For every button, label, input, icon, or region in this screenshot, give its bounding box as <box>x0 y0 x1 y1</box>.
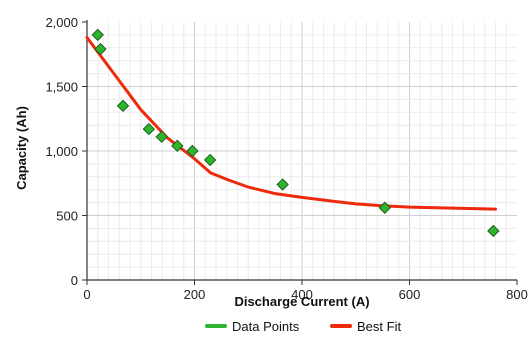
legend-label-data-points: Data Points <box>232 319 300 334</box>
best-fit-line <box>85 36 497 211</box>
legend: Data Points Best Fit <box>205 319 401 334</box>
data-point <box>116 99 130 113</box>
legend-label-best-fit: Best Fit <box>357 319 401 334</box>
grid-layer <box>87 22 517 280</box>
data-point <box>155 130 168 144</box>
data-point <box>276 178 289 191</box>
points-layer <box>91 28 500 238</box>
y-axis-title: Capacity (Ah) <box>14 106 29 190</box>
y-tick-label: 1,500 <box>45 80 78 95</box>
data-point <box>91 28 104 42</box>
y-tick-label: 2,000 <box>45 15 78 30</box>
x-axis-title: Discharge Current (A) <box>234 294 369 309</box>
data-point <box>94 42 107 56</box>
data-point <box>142 122 156 136</box>
x-tick-label: 600 <box>399 287 421 302</box>
y-tick-label: 500 <box>56 209 78 224</box>
line-layer <box>85 36 497 211</box>
data-point <box>487 224 500 238</box>
tick-labels-layer: 0 200 400 600 800 0 500 1,000 1,500 2,000 <box>45 15 527 302</box>
data-point <box>186 144 199 158</box>
data-point <box>171 139 184 153</box>
data-point <box>378 201 391 214</box>
x-tick-label: 800 <box>506 287 528 302</box>
x-tick-label: 400 <box>291 287 313 302</box>
x-tick-label: 0 <box>83 287 90 302</box>
axes-layer <box>82 20 518 285</box>
x-tick-label: 200 <box>184 287 206 302</box>
y-tick-label: 1,000 <box>45 144 78 159</box>
data-point <box>203 153 217 167</box>
y-tick-label: 0 <box>71 273 78 288</box>
